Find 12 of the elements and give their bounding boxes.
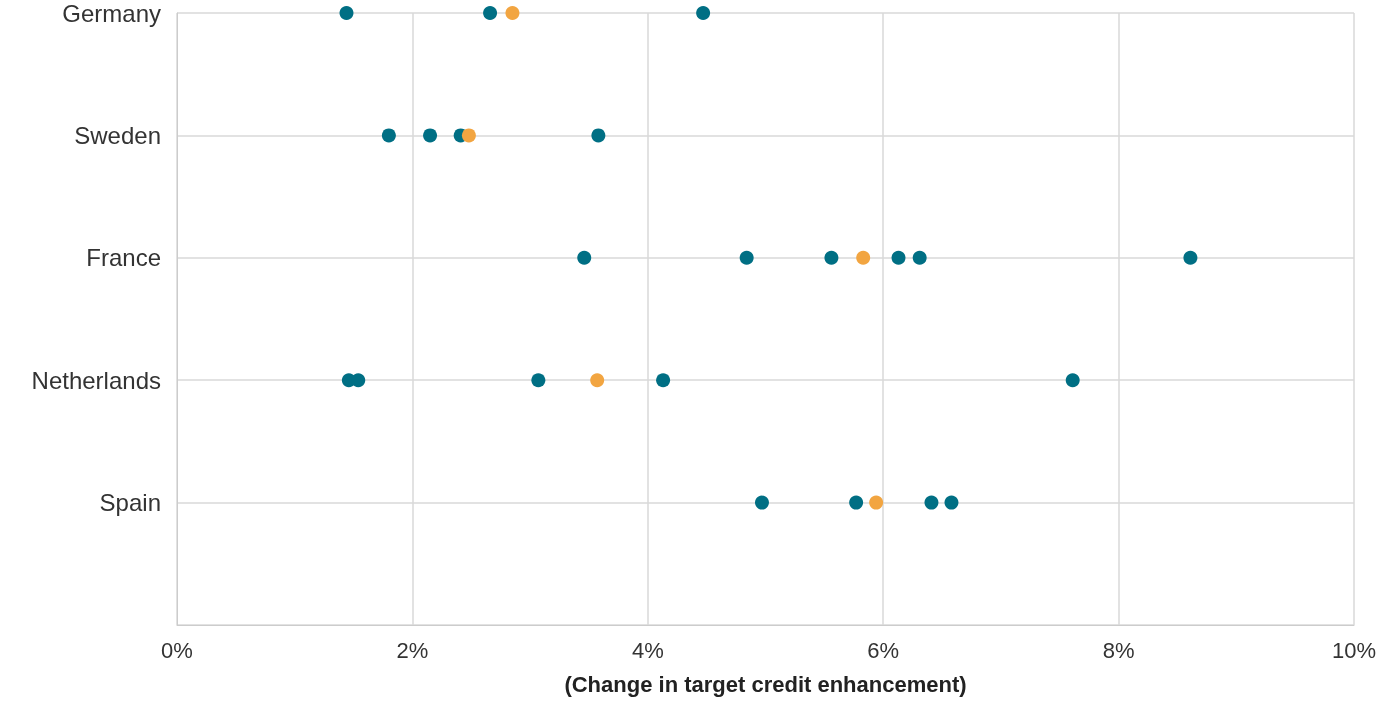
x-tick-label: 6% (867, 637, 900, 663)
y-tick-label: Netherlands (31, 366, 161, 394)
x-tick-label: 2% (396, 637, 429, 663)
y-tick-label: Sweden (74, 121, 161, 149)
y-tick-label: France (86, 244, 161, 272)
y-tick-label: Germany (62, 0, 161, 27)
x-tick-label: 10% (1331, 637, 1377, 663)
x-tick-label: 4% (631, 637, 664, 663)
y-tick-label: Spain (99, 489, 161, 517)
x-axis-title: (Change in target credit enhancement) (564, 671, 967, 697)
x-tick-label: 0% (161, 637, 193, 663)
x-tick-label: 8% (1102, 637, 1135, 663)
